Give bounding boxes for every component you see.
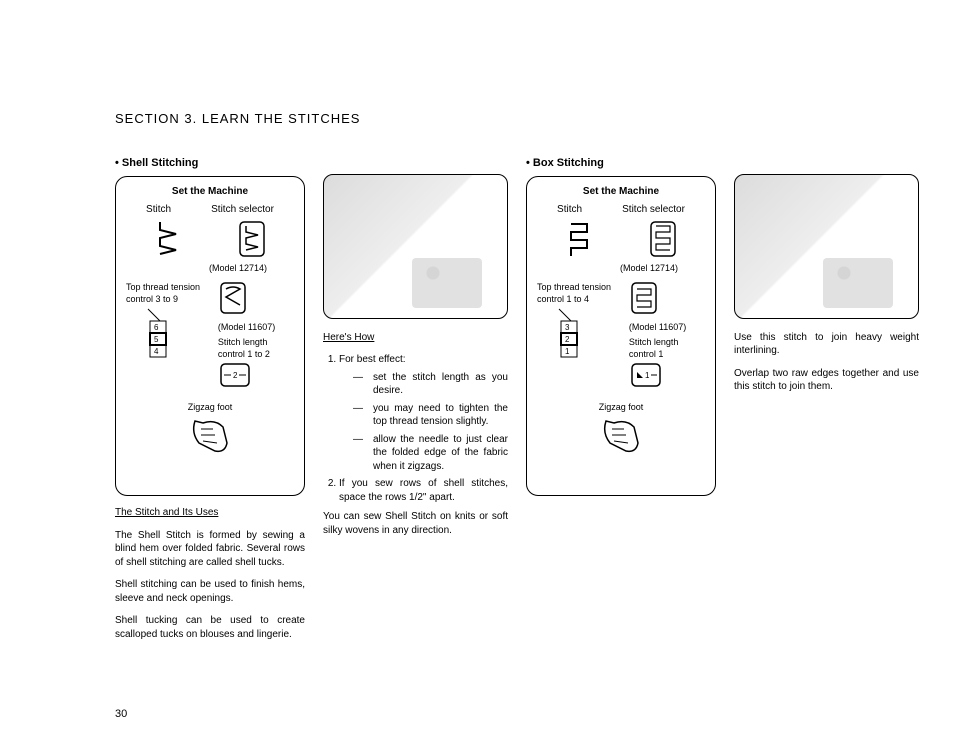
box-model-a: (Model 12714)	[593, 262, 705, 274]
shell-uses-p2: Shell stitching can be used to finish he…	[115, 578, 305, 605]
svg-text:5: 5	[154, 335, 159, 344]
box-foot-label: Zigzag foot	[537, 401, 705, 413]
shell-selector-icon-b	[218, 281, 248, 315]
box-heading: Box Stitching	[526, 156, 716, 171]
box-length-icon: 1	[629, 360, 663, 390]
shell-model-b: (Model 11607)	[218, 321, 294, 333]
box-zigzag-foot-icon	[537, 413, 705, 462]
svg-text:3: 3	[565, 323, 570, 332]
section-title: SECTION 3. LEARN THE STITCHES	[115, 110, 914, 128]
col-box-body: Use this stitch to join heavy weight int…	[734, 156, 919, 651]
col-shell-how: Here's How For best effect: —set the sti…	[323, 156, 508, 651]
shell-tension-dial-icon: 6 5 4	[144, 307, 174, 363]
shell-selector-icon-a	[237, 220, 267, 258]
box-model-b: (Model 11607)	[629, 321, 705, 333]
shell-how-heading: Here's How	[323, 331, 508, 345]
shell-settings-box: Set the Machine Stitch Stitch selector (…	[115, 176, 305, 496]
box-stitch-label: Stitch	[557, 203, 582, 217]
page-number: 30	[115, 707, 127, 722]
svg-text:6: 6	[154, 323, 159, 332]
shell-length-label: Stitch length control 1 to 2	[218, 336, 294, 360]
box-box-title: Set the Machine	[537, 185, 705, 199]
shell-foot-label: Zigzag foot	[126, 401, 294, 413]
shell-how-1b: you may need to tighten the top thread t…	[373, 402, 508, 429]
shell-model-a: (Model 12714)	[182, 262, 294, 274]
svg-text:2: 2	[565, 335, 570, 344]
box-selector-icon-a	[648, 220, 678, 258]
shell-how-1: For best effect: —set the stitch length …	[339, 353, 508, 473]
box-photo	[734, 174, 919, 319]
svg-text:1: 1	[565, 347, 570, 356]
svg-text:1: 1	[645, 371, 650, 380]
shell-uses-heading: The Stitch and Its Uses	[115, 506, 305, 520]
shell-how-tail: You can sew Shell Stitch on knits or sof…	[323, 510, 508, 537]
box-body-p1: Use this stitch to join heavy weight int…	[734, 331, 919, 358]
col-box-box: Box Stitching Set the Machine Stitch Sti…	[526, 156, 716, 651]
box-stitch-icon	[565, 220, 593, 258]
content-columns: Shell Stitching Set the Machine Stitch S…	[115, 156, 914, 651]
shell-heading: Shell Stitching	[115, 156, 305, 171]
shell-selector-label: Stitch selector	[211, 203, 274, 217]
shell-stitch-icon	[154, 220, 182, 258]
box-tension-label: Top thread tension control 1 to 4	[537, 281, 621, 305]
box-selector-icon-b	[629, 281, 659, 315]
shell-uses-p1: The Shell Stitch is formed by sewing a b…	[115, 529, 305, 570]
box-settings-box: Set the Machine Stitch Stitch selector (…	[526, 176, 716, 496]
shell-how-1a: set the stitch length as you desire.	[373, 371, 508, 398]
shell-box-title: Set the Machine	[126, 185, 294, 199]
svg-text:2: 2	[233, 371, 238, 380]
shell-photo	[323, 174, 508, 319]
shell-length-icon: 2	[218, 360, 252, 390]
box-selector-label: Stitch selector	[622, 203, 685, 217]
svg-text:4: 4	[154, 347, 159, 356]
zigzag-foot-icon	[126, 413, 294, 462]
shell-how-1c: allow the needle to just clear the folde…	[373, 433, 508, 474]
shell-uses-p3: Shell tucking can be used to create scal…	[115, 614, 305, 641]
shell-stitch-label: Stitch	[146, 203, 171, 217]
col-shell-box: Shell Stitching Set the Machine Stitch S…	[115, 156, 305, 651]
box-body-p2: Overlap two raw edges together and use t…	[734, 367, 919, 394]
box-length-label: Stitch length control 1	[629, 336, 705, 360]
shell-how-2: If you sew rows of shell stitches, space…	[339, 477, 508, 504]
box-tension-dial-icon: 3 2 1	[555, 307, 585, 363]
shell-tension-label: Top thread tension control 3 to 9	[126, 281, 210, 305]
